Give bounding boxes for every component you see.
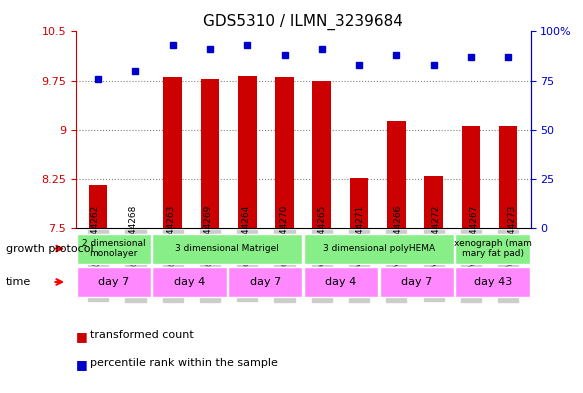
FancyBboxPatch shape [380, 267, 454, 297]
Text: 2 dimensional
monolayer: 2 dimensional monolayer [82, 239, 146, 258]
Bar [163, 77, 182, 228]
Text: GSM1044271: GSM1044271 [356, 205, 364, 265]
Text: xenograph (mam
mary fat pad): xenograph (mam mary fat pad) [454, 239, 532, 258]
Text: day 43: day 43 [473, 277, 512, 287]
Text: GSM1044263: GSM1044263 [166, 205, 175, 265]
Bar [89, 185, 107, 228]
Bar [499, 126, 518, 228]
Text: transformed count: transformed count [90, 330, 194, 340]
Bar [424, 176, 443, 228]
Text: GSM1044270: GSM1044270 [280, 205, 289, 265]
Bar [350, 178, 368, 228]
Text: time: time [6, 277, 31, 287]
FancyBboxPatch shape [152, 267, 227, 297]
FancyBboxPatch shape [304, 267, 378, 297]
Text: day 7: day 7 [401, 277, 433, 287]
Bar [201, 79, 219, 228]
Text: day 7: day 7 [98, 277, 129, 287]
Text: GSM1044273: GSM1044273 [507, 205, 516, 265]
Bar [275, 77, 294, 228]
Text: GSM1044269: GSM1044269 [204, 205, 213, 265]
Bar [387, 121, 406, 228]
Text: GSM1044267: GSM1044267 [469, 205, 478, 265]
FancyBboxPatch shape [455, 233, 530, 264]
Bar [238, 76, 257, 228]
Text: GSM1044262: GSM1044262 [90, 205, 99, 265]
FancyBboxPatch shape [152, 233, 303, 264]
Text: GSM1044272: GSM1044272 [431, 205, 440, 265]
Text: day 4: day 4 [325, 277, 357, 287]
FancyBboxPatch shape [228, 267, 303, 297]
FancyBboxPatch shape [455, 267, 530, 297]
Text: GSM1044266: GSM1044266 [394, 205, 402, 265]
Text: day 4: day 4 [174, 277, 205, 287]
Text: GSM1044268: GSM1044268 [128, 205, 137, 265]
FancyBboxPatch shape [76, 267, 151, 297]
Text: GSM1044265: GSM1044265 [318, 205, 326, 265]
FancyBboxPatch shape [76, 233, 151, 264]
Bar [312, 81, 331, 228]
Bar [462, 126, 480, 228]
Text: 3 dimensional Matrigel: 3 dimensional Matrigel [175, 244, 279, 253]
Text: growth protocol: growth protocol [6, 244, 93, 253]
Text: ■: ■ [76, 358, 87, 371]
Title: GDS5310 / ILMN_3239684: GDS5310 / ILMN_3239684 [203, 14, 403, 30]
FancyBboxPatch shape [304, 233, 454, 264]
Text: 3 dimensional polyHEMA: 3 dimensional polyHEMA [323, 244, 435, 253]
Text: percentile rank within the sample: percentile rank within the sample [90, 358, 278, 367]
Text: GSM1044264: GSM1044264 [242, 205, 251, 265]
Text: ■: ■ [76, 330, 87, 343]
Text: day 7: day 7 [250, 277, 281, 287]
